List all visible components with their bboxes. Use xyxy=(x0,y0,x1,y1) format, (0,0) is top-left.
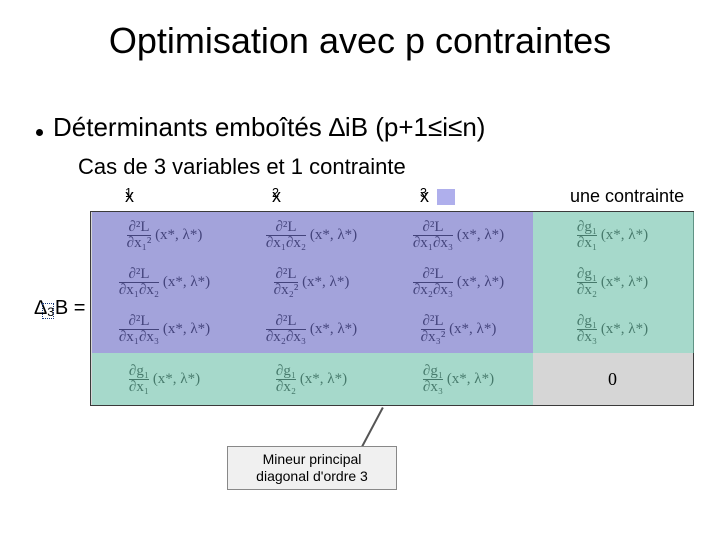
bullet-icon xyxy=(36,129,43,136)
cell-1-2: ∂²L∂x₂∂x₃ (x*, λ*) xyxy=(385,259,532,306)
cell-3-0: ∂g₁∂x₁ (x*, λ*) xyxy=(91,353,238,405)
cell-0-3: ∂g₁∂x₁ (x*, λ*) xyxy=(532,212,693,259)
cell-3-1: ∂g₁∂x₂ (x*, λ*) xyxy=(238,353,385,405)
cell-2-2: ∂²L∂x₃² (x*, λ*) xyxy=(385,306,532,353)
cell-1-1: ∂²L∂x₂² (x*, λ*) xyxy=(238,259,385,306)
cell-0-1: ∂²L∂x₁∂x₂ (x*, λ*) xyxy=(238,212,385,259)
insertion-cursor-icon xyxy=(42,303,54,319)
case-subtext: Cas de 3 variables et 1 contrainte xyxy=(78,154,406,180)
cell-3-3: 0 xyxy=(532,353,693,405)
cell-2-1: ∂²L∂x₂∂x₃ (x*, λ*) xyxy=(238,306,385,353)
cell-3-2: ∂g₁∂x₃ (x*, λ*) xyxy=(385,353,532,405)
slide-title: Optimisation avec p contraintes xyxy=(0,20,720,62)
bullet-text: Déterminants emboîtés ∆iB (p+1≤i≤n) xyxy=(53,112,485,143)
bordered-hessian-matrix: ∂²L∂x₁² (x*, λ*) ∂²L∂x₁∂x₂ (x*, λ*) ∂²L∂… xyxy=(90,211,694,406)
bullet-line: Déterminants emboîtés ∆iB (p+1≤i≤n) xyxy=(36,112,485,143)
matrix-lhs: ∆₃B = xyxy=(30,297,90,320)
matrix-area: ∆₃B = ∂²L∂x₁² (x*, λ*) ∂²L∂x₁∂x₂ (x*, λ*… xyxy=(30,212,694,405)
cell-0-2: ∂²L∂x₁∂x₃ (x*, λ*) xyxy=(385,212,532,259)
caption-line2: diagonal d'ordre 3 xyxy=(234,468,390,485)
cell-1-0: ∂²L∂x₁∂x₂ (x*, λ*) xyxy=(91,259,238,306)
cell-2-3: ∂g₁∂x₃ (x*, λ*) xyxy=(532,306,693,353)
col-note: une contrainte xyxy=(570,186,684,207)
cell-1-3: ∂g₁∂x₂ (x*, λ*) xyxy=(532,259,693,306)
caption-line1: Mineur principal xyxy=(234,451,390,468)
cell-2-0: ∂²L∂x₁∂x₃ (x*, λ*) xyxy=(91,306,238,353)
cell-0-0: ∂²L∂x₁² (x*, λ*) xyxy=(91,212,238,259)
minor-caption-box: Mineur principal diagonal d'ordre 3 xyxy=(227,446,397,490)
slide: Optimisation avec p contraintes Détermin… xyxy=(0,0,720,540)
x3-highlight-box xyxy=(437,189,455,205)
